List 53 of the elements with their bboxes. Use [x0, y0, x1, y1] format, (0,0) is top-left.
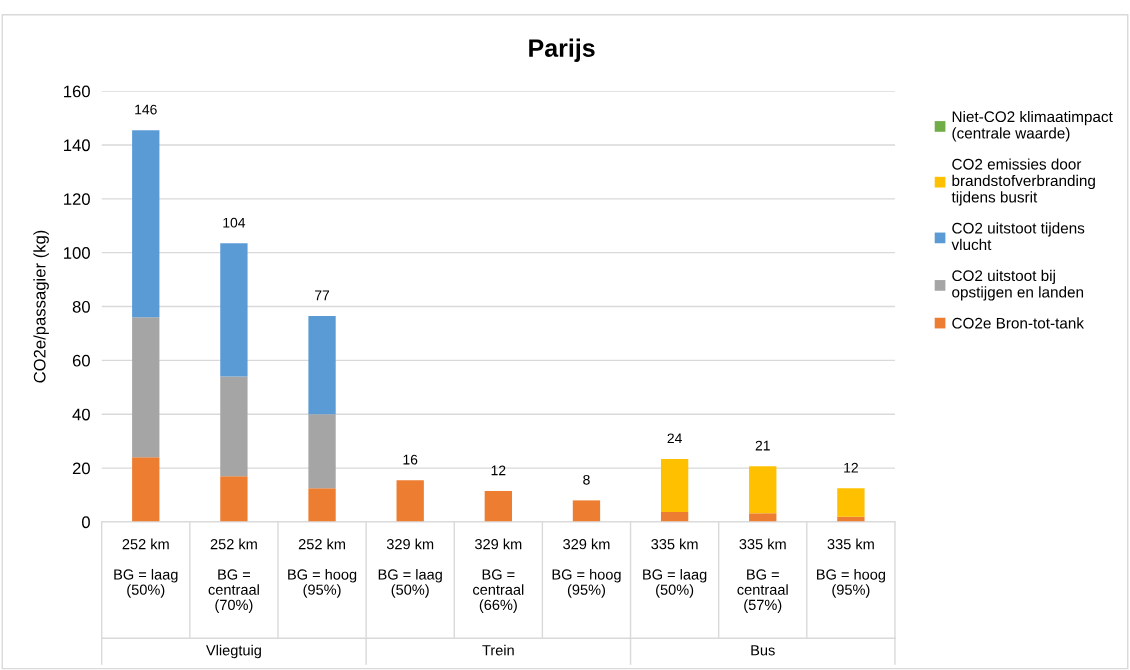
total-label: 8	[583, 474, 590, 485]
text: Bus	[751, 645, 775, 656]
bar	[572, 500, 601, 522]
bar	[308, 488, 336, 522]
y-tick-label: 60	[72, 354, 90, 367]
bar	[308, 315, 336, 415]
category-label: 335 km BG = hoog (95%)	[817, 538, 886, 598]
category-label: 335 km BG = centraal (57%)	[737, 538, 788, 613]
bar	[132, 457, 160, 522]
category-label: 252 km BG = hoog (95%)	[288, 538, 357, 598]
legend-label: Niet-CO2 klimaatimpact (centrale waarde)	[952, 110, 1113, 142]
bar	[132, 130, 160, 318]
y-axis-title: CO2e/passagier (kg)	[33, 230, 49, 383]
total-label: 16	[403, 454, 418, 465]
text: Trein	[482, 644, 514, 656]
y-tick-label: 0	[81, 516, 90, 529]
bar	[220, 243, 248, 377]
legend-label: CO2 emissies door brandstofverbranding tijdens busrit	[951, 158, 1095, 206]
legend-label: CO2 uitstoot bij opstijgen en landen	[952, 269, 1084, 301]
total-label: 77	[315, 290, 330, 301]
bar	[220, 476, 248, 522]
category-label: 252 km BG = centraal (70%)	[208, 538, 259, 613]
y-tick-label: 80	[72, 300, 90, 313]
y-tick-label: 20	[72, 462, 90, 475]
total-label: 12	[491, 465, 506, 476]
bar	[308, 414, 336, 489]
total-label: 24	[667, 433, 682, 444]
bar	[220, 376, 248, 477]
y-tick-label: 40	[72, 408, 90, 421]
bar	[749, 513, 777, 522]
text: Vliegtuig	[206, 644, 261, 659]
total-label: 104	[223, 217, 246, 228]
total-label: 146	[135, 104, 157, 115]
bar	[484, 490, 512, 522]
category-label: 329 km BG = hoog (95%)	[552, 538, 621, 598]
y-tick-label: 100	[64, 247, 90, 259]
y-tick-label: 160	[64, 85, 90, 98]
legend-label: CO2e Bron-tot-tank	[952, 317, 1084, 329]
category-label: 329 km BG = centraal (66%)	[473, 538, 524, 613]
bar	[660, 458, 689, 512]
category-label: 252 km BG = laag (50%)	[114, 538, 178, 598]
bar	[132, 317, 160, 458]
y-tick-label: 140	[64, 139, 90, 152]
bar	[837, 488, 865, 517]
bar	[396, 480, 424, 522]
legend-label: CO2 uitstoot tijdens vlucht	[951, 222, 1085, 251]
chart-title: Parijs	[529, 38, 595, 62]
bar	[749, 466, 777, 514]
total-label: 21	[755, 440, 770, 451]
y-tick-label: 120	[64, 193, 90, 206]
category-label: 335 km BG = laag (50%)	[643, 538, 707, 598]
total-label: 12	[844, 462, 858, 473]
category-label: 329 km BG = laag (50%)	[378, 538, 442, 598]
